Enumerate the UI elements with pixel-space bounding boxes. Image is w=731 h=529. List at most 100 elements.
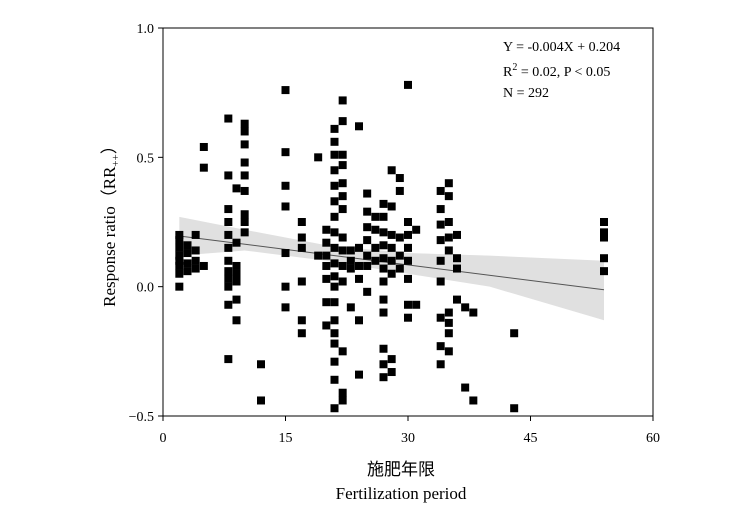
- data-point: [436, 220, 445, 229]
- data-point: [175, 269, 184, 278]
- data-point: [363, 189, 372, 198]
- data-point: [363, 287, 372, 296]
- data-point: [297, 218, 306, 226]
- y-tick-label: 0.0: [137, 281, 155, 296]
- data-point: [379, 277, 388, 286]
- data-point: [453, 230, 461, 239]
- data-point: [436, 236, 445, 245]
- data-point: [199, 142, 208, 151]
- data-point: [371, 212, 380, 221]
- data-point: [330, 375, 339, 384]
- r2-rest: = 0.02, P < 0.05: [517, 65, 610, 80]
- data-point: [183, 241, 192, 250]
- data-point: [453, 295, 461, 304]
- y-axis-label: Response ratio（RR++）: [100, 137, 122, 307]
- data-point: [363, 207, 372, 216]
- data-point: [395, 264, 404, 273]
- x-tick-label: 15: [279, 431, 293, 446]
- data-point: [355, 370, 363, 379]
- data-point: [240, 119, 249, 128]
- data-point: [444, 218, 453, 226]
- data-point: [338, 396, 347, 405]
- data-point: [387, 256, 396, 265]
- data-point: [281, 303, 290, 312]
- data-point: [232, 295, 241, 304]
- data-point: [338, 388, 347, 397]
- data-point: [281, 148, 290, 157]
- data-point: [240, 186, 249, 195]
- data-point: [404, 300, 412, 309]
- data-point: [297, 243, 306, 252]
- data-point: [355, 261, 363, 270]
- data-point: [338, 347, 347, 356]
- data-point: [461, 383, 470, 392]
- data-point: [199, 261, 208, 270]
- data-point: [330, 243, 339, 252]
- data-point: [183, 259, 192, 268]
- data-point: [281, 202, 290, 211]
- data-point: [355, 243, 363, 252]
- data-point: [510, 329, 519, 338]
- data-point: [444, 329, 453, 338]
- data-point: [330, 357, 339, 366]
- data-point: [175, 251, 184, 260]
- data-point: [444, 179, 453, 188]
- data-point: [224, 256, 233, 265]
- sample-size: N = 292: [503, 86, 549, 101]
- data-point: [224, 282, 233, 291]
- data-point: [412, 225, 421, 234]
- data-point: [346, 264, 355, 273]
- data-point: [371, 243, 380, 252]
- data-point: [338, 277, 347, 286]
- data-point: [330, 404, 339, 413]
- data-point: [338, 192, 347, 201]
- data-point: [297, 233, 306, 242]
- data-point: [510, 404, 519, 413]
- data-point: [379, 295, 388, 304]
- data-point: [338, 117, 347, 126]
- data-point: [224, 218, 233, 226]
- data-point: [436, 277, 445, 286]
- data-point: [355, 122, 363, 131]
- data-point: [363, 223, 372, 232]
- data-point: [379, 344, 388, 353]
- data-point: [322, 274, 331, 283]
- data-point: [330, 150, 339, 159]
- data-point: [281, 282, 290, 291]
- y-tick-label: −0.5: [129, 410, 154, 425]
- data-point: [322, 251, 331, 260]
- data-point: [600, 218, 608, 226]
- data-point: [224, 230, 233, 239]
- data-point: [379, 264, 388, 273]
- data-point: [436, 256, 445, 265]
- data-point: [330, 166, 339, 175]
- data-point: [314, 153, 323, 162]
- data-point: [330, 228, 339, 237]
- data-point: [363, 261, 372, 270]
- data-point: [338, 96, 347, 105]
- data-point: [257, 396, 265, 405]
- data-point: [444, 246, 453, 255]
- data-point: [330, 197, 339, 206]
- data-point: [322, 225, 331, 234]
- data-point: [314, 251, 323, 260]
- data-point: [240, 218, 249, 226]
- data-point: [330, 329, 339, 338]
- data-point: [379, 241, 388, 250]
- data-point: [387, 202, 396, 211]
- data-point: [404, 230, 412, 239]
- data-point: [338, 205, 347, 214]
- data-point: [224, 171, 233, 180]
- data-point: [600, 254, 608, 263]
- data-point: [379, 373, 388, 382]
- data-point: [175, 282, 184, 291]
- data-point: [355, 316, 363, 325]
- x-axis-label: Fertilization period: [336, 484, 467, 503]
- data-point: [469, 308, 478, 317]
- data-point: [330, 316, 339, 325]
- stats-annotation: Y = -0.004X + 0.204 R2 = 0.02, P < 0.05 …: [503, 40, 620, 101]
- data-point: [444, 308, 453, 317]
- data-point: [322, 321, 331, 330]
- data-point: [387, 243, 396, 252]
- r2-superscript: 2: [512, 62, 517, 73]
